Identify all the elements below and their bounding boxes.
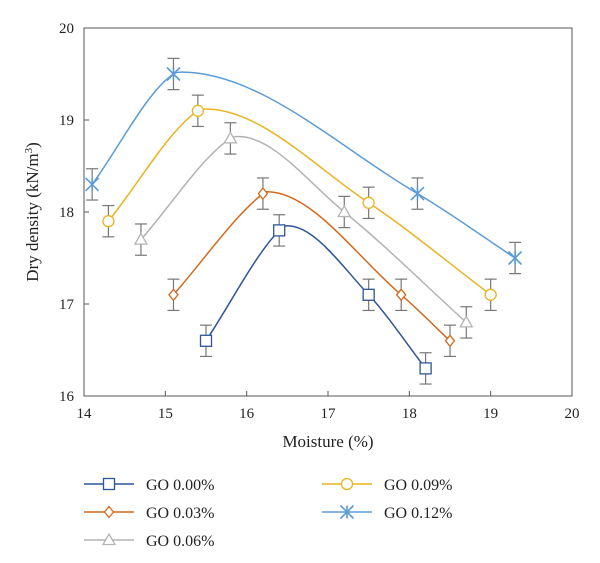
x-tick-label: 15 [158, 406, 173, 422]
series-line [205, 225, 427, 369]
series-line [172, 191, 451, 342]
data-point [337, 204, 352, 218]
series-line [140, 135, 467, 323]
legend-label: GO 0.09% [384, 477, 452, 494]
legend-marker [340, 477, 354, 491]
series-line [91, 71, 516, 259]
data-point [191, 104, 205, 117]
data-point [410, 186, 425, 201]
data-point [166, 66, 181, 82]
data-point [362, 288, 375, 301]
data-point [395, 288, 407, 302]
series [85, 57, 523, 275]
legend-label: GO 0.03% [146, 505, 214, 522]
x-tick-label: 18 [402, 406, 417, 422]
x-tick-label: 19 [483, 406, 498, 422]
legend-label: GO 0.12% [384, 505, 452, 522]
y-axis-label-sup: 3 [23, 147, 35, 153]
legend-label: GO 0.00% [146, 477, 214, 494]
legend-marker [339, 504, 355, 520]
x-axis-ticks: 14 15 16 17 18 19 20 [77, 391, 580, 422]
data-point [133, 232, 149, 245]
y-axis-label-main: Dry density (kN/m [23, 153, 42, 281]
y-tick-label: 20 [59, 21, 74, 37]
legend-item: GO 0.12% [322, 504, 452, 522]
legend-marker [102, 477, 116, 491]
x-tick-label: 20 [565, 406, 580, 422]
series [102, 94, 497, 312]
series [167, 177, 456, 358]
plot-frame [83, 27, 573, 397]
data-point [223, 131, 238, 144]
legend-label: GO 0.06% [146, 533, 214, 550]
data-point [85, 177, 100, 192]
legend: GO 0.00% GO 0.03% GO 0.06% GO 0.09% GO 0.12% [84, 477, 452, 550]
series-line [107, 108, 492, 296]
series [199, 214, 432, 385]
x-tick-label: 14 [77, 406, 93, 422]
y-tick-label: 18 [59, 205, 74, 221]
y-axis-label: Dry density (kN/m3) [23, 142, 42, 282]
data-point [419, 362, 432, 375]
legend-item: GO 0.03% [84, 505, 214, 522]
data-point [199, 334, 213, 347]
legend-marker [101, 532, 117, 546]
y-axis-ticks: 16 17 18 19 20 [59, 21, 89, 405]
data-point [273, 224, 286, 237]
y-axis-label-close: ) [23, 142, 42, 148]
data-point [444, 334, 456, 348]
data-point [102, 215, 115, 228]
data-point [508, 250, 523, 266]
legend-item: GO 0.09% [322, 477, 452, 494]
data-point [484, 288, 497, 301]
series [133, 122, 474, 339]
y-tick-label: 19 [59, 113, 74, 129]
legend-item: GO 0.06% [84, 532, 214, 550]
legend-item: GO 0.00% [84, 477, 214, 494]
y-tick-label: 16 [59, 389, 75, 405]
legend-marker [103, 505, 115, 519]
y-tick-label: 17 [59, 297, 75, 313]
data-point [459, 315, 474, 328]
x-tick-label: 16 [239, 406, 255, 422]
data-point [257, 187, 269, 201]
series-layer [85, 57, 523, 385]
data-point [362, 196, 375, 209]
x-axis-label: Moisture (%) [282, 432, 373, 451]
x-tick-label: 17 [321, 406, 337, 422]
data-point [168, 288, 179, 302]
